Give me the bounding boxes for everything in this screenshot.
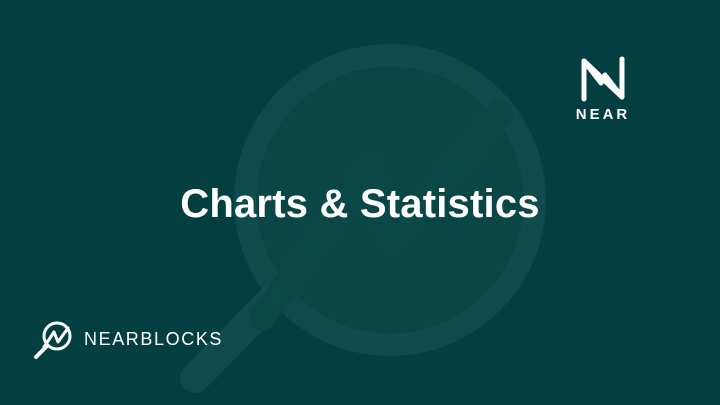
nearblocks-logo-text: NEARBLOCKS bbox=[84, 328, 224, 349]
nearblocks-logo: NEARBLOCKS bbox=[30, 318, 223, 360]
page-title: Charts & Statistics bbox=[180, 182, 540, 226]
near-logo-text: NEAR bbox=[575, 106, 631, 123]
magnifier-trend-icon bbox=[34, 321, 72, 359]
near-n-icon bbox=[581, 56, 625, 102]
near-logo: NEAR bbox=[572, 52, 634, 132]
